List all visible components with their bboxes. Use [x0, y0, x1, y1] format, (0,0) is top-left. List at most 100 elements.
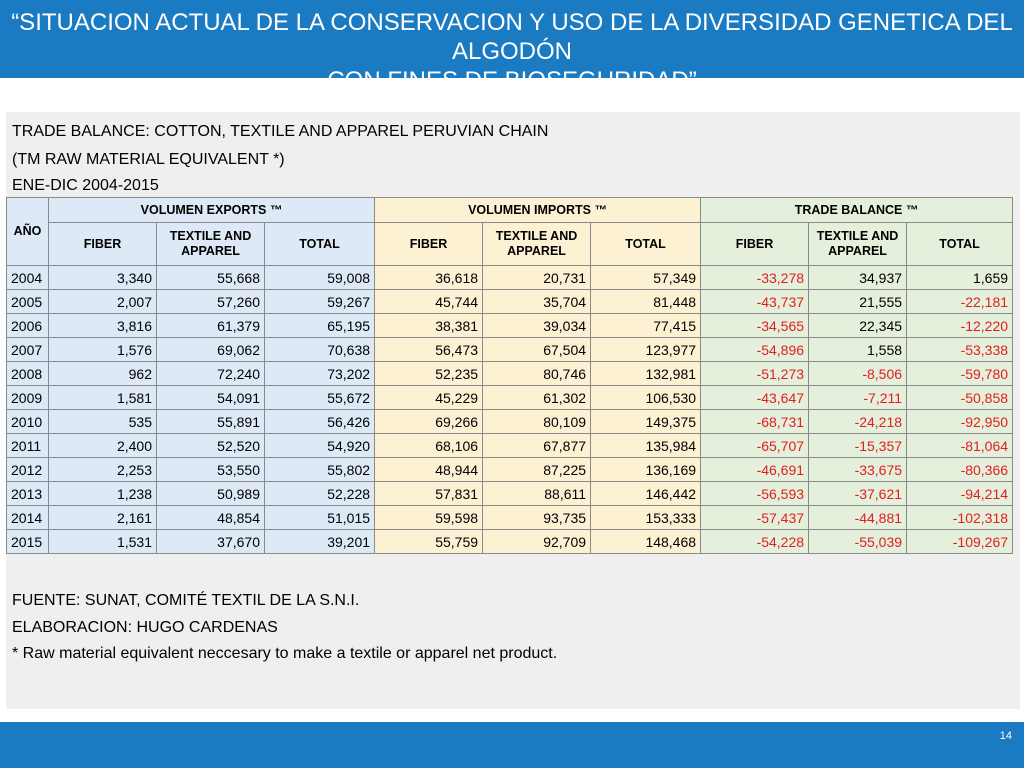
header-exp-textile: TEXTILE AND APPAREL	[156, 222, 265, 266]
cell-year: 2010	[6, 409, 49, 434]
source-note: FUENTE: SUNAT, COMITÉ TEXTIL DE LA S.N.I…	[12, 592, 360, 609]
header-year: AÑO	[6, 197, 49, 266]
cell-imp-fiber: 38,381	[374, 313, 484, 338]
cell-exp-fiber: 3,816	[48, 313, 157, 338]
cell-imp-textile: 80,746	[482, 361, 592, 386]
header-balance: TRADE BALANCE ™	[700, 197, 1014, 223]
header-imp-textile: TEXTILE AND APPAREL	[482, 222, 592, 266]
cell-exp-total: 54,920	[263, 433, 376, 458]
cell-bal-total: -102,318	[906, 505, 1014, 530]
cell-exp-fiber: 1,531	[48, 529, 157, 554]
cell-bal-fiber: -34,565	[700, 313, 810, 338]
header-imp-fiber: FIBER	[374, 222, 484, 266]
cell-exp-total: 51,015	[263, 505, 376, 530]
table-body: 2004 3,340 55,668 59,008 36,618 20,731 57,349-…	[6, 265, 1014, 554]
cell-bal-textile: -55,039	[808, 529, 908, 554]
cell-bal-total: -81,064	[906, 433, 1014, 458]
cell-exp-total: 52,228	[263, 481, 376, 506]
cell-bal-textile: 22,345	[808, 313, 908, 338]
cell-imp-fiber: 55,759	[374, 529, 484, 554]
cell-exp-total: 65,195	[263, 313, 376, 338]
slide-title: “SITUACION ACTUAL DE LA CONSERVACION Y U…	[10, 8, 1014, 95]
cell-exp-textile: 53,550	[156, 457, 265, 482]
table-row: 2008 962 72,240 73,202 52,235 80,746 132,981 -5…	[6, 361, 1014, 386]
table-row: 2013 1,238 50,989 52,228 57,831 88,611 146,442…	[6, 481, 1014, 506]
slide-title-line-2: CON FINES DE BIOSEGURIDAD”	[327, 67, 697, 94]
cell-exp-textile: 37,670	[156, 529, 265, 554]
cell-year: 2007	[6, 337, 49, 362]
cell-imp-fiber: 45,744	[374, 289, 484, 314]
cell-exp-textile: 52,520	[156, 433, 265, 458]
cell-imp-total: 153,333	[590, 505, 702, 530]
cell-imp-total: 81,448	[590, 289, 702, 314]
cell-exp-textile: 69,062	[156, 337, 265, 362]
cell-imp-fiber: 52,235	[374, 361, 484, 386]
table-row: 2015 1,531 37,670 39,201 55,759 92,709 148,468…	[6, 529, 1014, 554]
cell-bal-total: -59,780	[906, 361, 1014, 386]
cell-exp-total: 39,201	[263, 529, 376, 554]
cell-exp-textile: 48,854	[156, 505, 265, 530]
cell-bal-total: -94,214	[906, 481, 1014, 506]
table-period: ENE-DIC 2004-2015	[12, 177, 159, 194]
title-bar: “SITUACION ACTUAL DE LA CONSERVACION Y U…	[0, 0, 1024, 94]
cell-bal-textile: -24,218	[808, 409, 908, 434]
cell-exp-textile: 61,379	[156, 313, 265, 338]
cell-bal-fiber: -51,273	[700, 361, 810, 386]
table-row: 2012 2,253 53,550 55,802 48,944 87,225 136,169…	[6, 457, 1014, 482]
cell-imp-textile: 67,877	[482, 433, 592, 458]
cell-imp-total: 149,375	[590, 409, 702, 434]
cell-imp-fiber: 48,944	[374, 457, 484, 482]
cell-exp-total: 59,267	[263, 289, 376, 314]
cell-bal-fiber: -68,731	[700, 409, 810, 434]
cell-imp-textile: 20,731	[482, 265, 592, 290]
cell-bal-textile: -8,506	[808, 361, 908, 386]
cell-bal-total: -92,950	[906, 409, 1014, 434]
cell-imp-fiber: 57,831	[374, 481, 484, 506]
cell-imp-textile: 67,504	[482, 337, 592, 362]
page-number: 14	[999, 730, 1012, 742]
cell-bal-total: -50,858	[906, 385, 1014, 410]
cell-bal-total: -12,220	[906, 313, 1014, 338]
table-row: 2010 535 55,891 56,426 69,266 80,109 149,375 -6…	[6, 409, 1014, 434]
cell-imp-total: 136,169	[590, 457, 702, 482]
cell-imp-textile: 39,034	[482, 313, 592, 338]
cell-imp-fiber: 56,473	[374, 337, 484, 362]
table-row: 2005 2,007 57,260 59,267 45,744 35,704 81,448-…	[6, 289, 1014, 314]
trade-balance-table: AÑO VOLUMEN EXPORTS ™ VOLUMEN IMPORTS ™ …	[6, 197, 1014, 554]
footnote: * Raw material equivalent neccesary to m…	[12, 645, 558, 662]
header-bal-total: TOTAL	[906, 222, 1014, 266]
cell-bal-fiber: -33,278	[700, 265, 810, 290]
cell-exp-textile: 54,091	[156, 385, 265, 410]
cell-exp-textile: 50,989	[156, 481, 265, 506]
cell-imp-fiber: 45,229	[374, 385, 484, 410]
cell-bal-fiber: -54,896	[700, 337, 810, 362]
cell-year: 2014	[6, 505, 49, 530]
table-row: 2009 1,581 54,091 55,672 45,229 61,302 106,530…	[6, 385, 1014, 410]
header-imp-total: TOTAL	[590, 222, 702, 266]
table-title: TRADE BALANCE: COTTON, TEXTILE AND APPAR…	[12, 123, 549, 140]
cell-exp-fiber: 2,161	[48, 505, 157, 530]
cell-imp-textile: 93,735	[482, 505, 592, 530]
cell-imp-total: 106,530	[590, 385, 702, 410]
cell-exp-fiber: 535	[48, 409, 157, 434]
header-exports: VOLUMEN EXPORTS ™	[47, 197, 376, 223]
cell-exp-total: 56,426	[263, 409, 376, 434]
cell-bal-textile: -44,881	[808, 505, 908, 530]
cell-imp-total: 77,415	[590, 313, 702, 338]
cell-imp-total: 57,349	[590, 265, 702, 290]
table-subtitle: (TM RAW MATERIAL EQUIVALENT *)	[12, 151, 285, 168]
cell-imp-textile: 61,302	[482, 385, 592, 410]
table-row: 2011 2,400 52,520 54,920 68,106 67,877 135,984…	[6, 433, 1014, 458]
cell-year: 2006	[6, 313, 49, 338]
cell-exp-fiber: 1,238	[48, 481, 157, 506]
cell-bal-textile: 34,937	[808, 265, 908, 290]
cell-exp-total: 73,202	[263, 361, 376, 386]
cell-imp-fiber: 36,618	[374, 265, 484, 290]
cell-exp-textile: 57,260	[156, 289, 265, 314]
cell-exp-fiber: 2,007	[48, 289, 157, 314]
cell-exp-fiber: 962	[48, 361, 157, 386]
cell-imp-textile: 87,225	[482, 457, 592, 482]
cell-bal-total: -53,338	[906, 337, 1014, 362]
cell-bal-fiber: -56,593	[700, 481, 810, 506]
header-exp-fiber: FIBER	[48, 222, 157, 266]
